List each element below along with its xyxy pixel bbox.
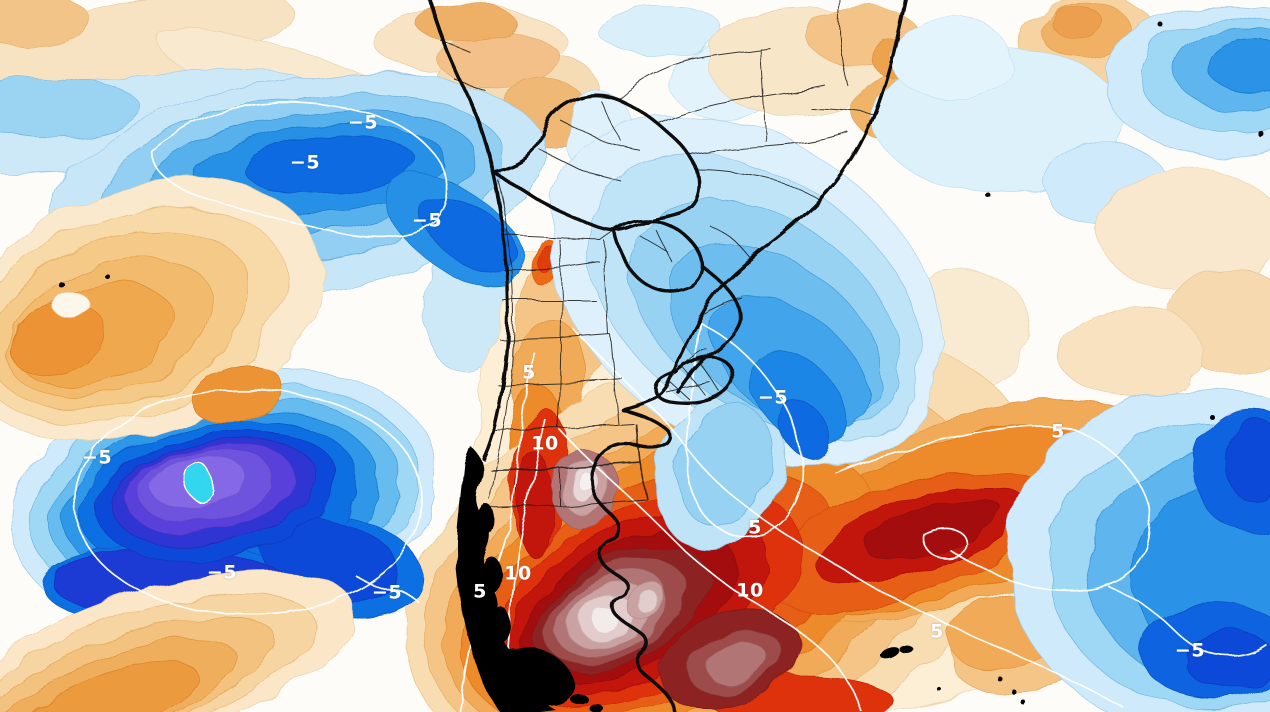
- southwest-orange-wedge: [0, 178, 354, 712]
- bolivia-border: [491, 93, 701, 232]
- land-ink-layer: [59, 22, 1264, 712]
- patagonia-coastline: [589, 407, 676, 712]
- uruguay-border: [653, 355, 735, 406]
- pacific-coastline: [428, 0, 510, 460]
- tierra-del-fuego: [504, 646, 576, 706]
- argentina-brazil-border: [676, 264, 743, 394]
- paraguay-border: [612, 217, 704, 293]
- border-lines-thick: [428, 0, 907, 712]
- falkland-east: [900, 646, 914, 654]
- falkland-west: [880, 647, 900, 659]
- anomaly-contours: [73, 101, 1267, 712]
